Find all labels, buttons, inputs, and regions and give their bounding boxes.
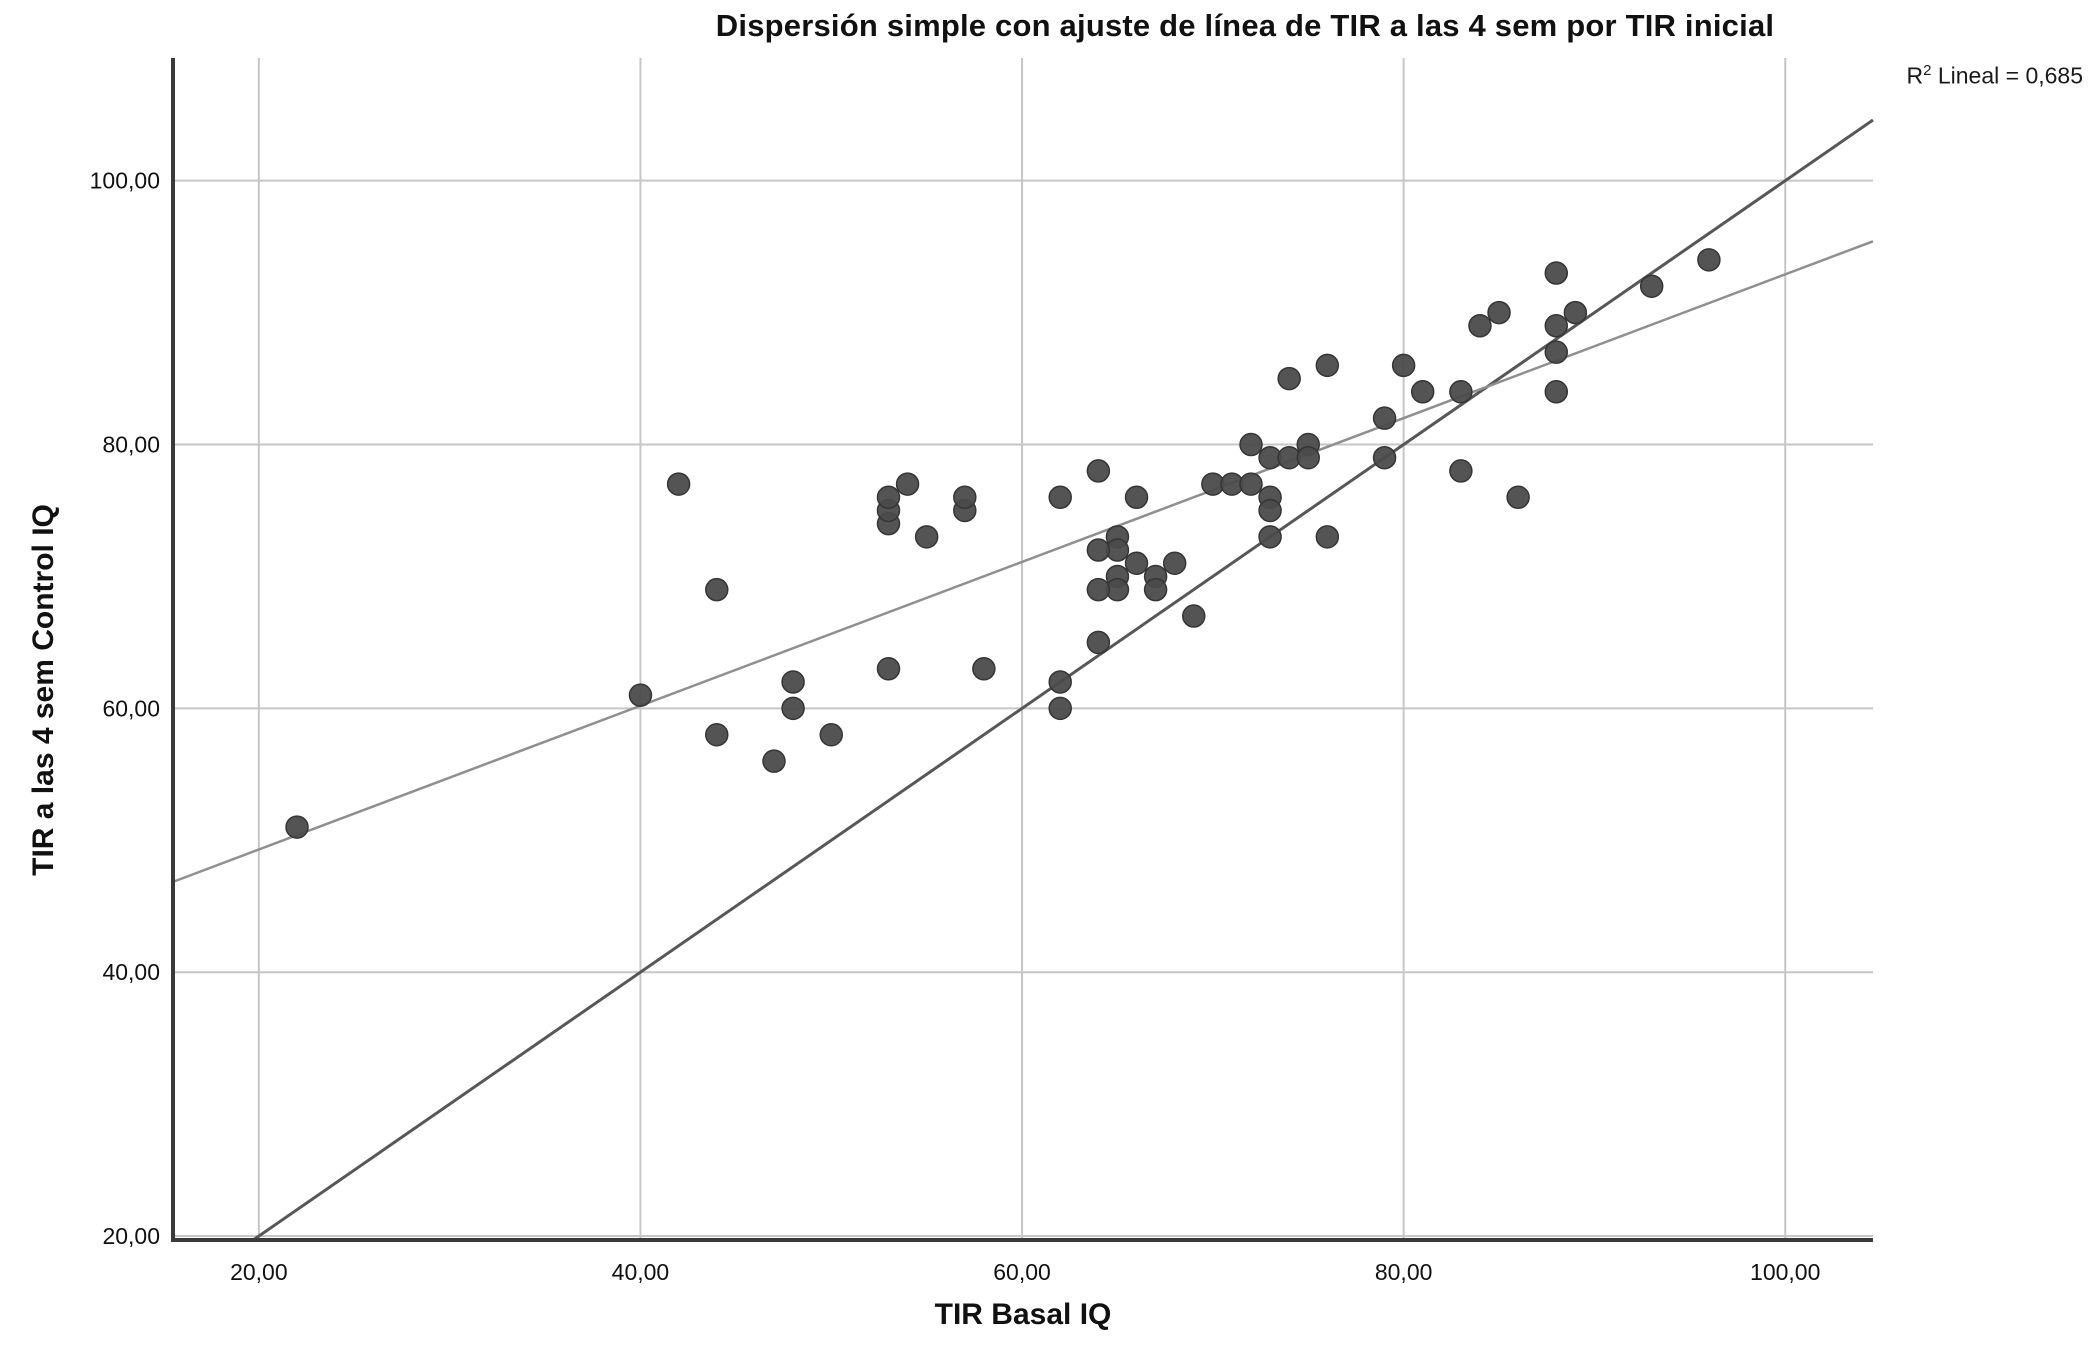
y-tick-label: 60,00 [102, 695, 160, 721]
r2-value-text: Lineal = 0,685 [1931, 62, 2083, 89]
data-point [1544, 380, 1569, 404]
data-point [1449, 380, 1473, 404]
x-axis-title: TIR Basal IQ [934, 1298, 1112, 1331]
data-point [1315, 353, 1340, 378]
data-point [1544, 340, 1569, 364]
data-point [1697, 248, 1721, 272]
data-point [953, 485, 977, 510]
data-point [1277, 366, 1301, 391]
data-point [1182, 604, 1206, 628]
data-point [1239, 472, 1263, 496]
data-point [1124, 485, 1149, 510]
data-point [895, 472, 920, 496]
data-point [876, 657, 901, 681]
data-point [1086, 577, 1111, 602]
data-point [628, 683, 653, 707]
r2-annotation: R2 Lineal = 0,685 [1906, 62, 2083, 90]
data-point [781, 670, 805, 694]
data-point [876, 485, 901, 510]
data-point [1258, 498, 1282, 523]
data-point [781, 696, 805, 721]
r2-base: R [1906, 62, 1924, 89]
data-point [1086, 630, 1111, 655]
x-tick-label: 80,00 [1375, 1259, 1433, 1285]
data-point [1086, 538, 1111, 562]
data-point [1544, 261, 1569, 285]
y-tick-label: 80,00 [102, 432, 160, 458]
data-point [1143, 577, 1168, 602]
data-point [1544, 314, 1569, 338]
data-point [1048, 696, 1072, 721]
data-point [972, 657, 996, 681]
r2-superscript: 2 [1923, 62, 1932, 79]
y-tick-label: 20,00 [102, 1223, 160, 1249]
data-point [1468, 314, 1492, 338]
data-point [1391, 353, 1416, 378]
data-point [1239, 432, 1263, 457]
data-point [1449, 459, 1473, 483]
data-point [1487, 300, 1511, 325]
data-point [705, 577, 729, 602]
data-point [1639, 274, 1664, 298]
data-point [914, 525, 939, 549]
y-axis-title: TIR a las 4 sem Control IQ [27, 504, 60, 876]
data-point [1372, 445, 1397, 470]
data-point [1410, 380, 1435, 404]
x-tick-label: 40,00 [612, 1259, 670, 1285]
y-tick-label: 40,00 [102, 959, 160, 985]
data-point [1086, 459, 1111, 483]
fit-line [172, 240, 1874, 884]
x-tick-label: 60,00 [993, 1259, 1051, 1285]
data-point [1506, 485, 1530, 510]
data-point [1048, 485, 1072, 510]
y-tick-label: 100,00 [90, 168, 160, 194]
data-point [705, 722, 729, 747]
data-point [1315, 525, 1340, 549]
data-point [1162, 551, 1187, 576]
data-point [285, 815, 309, 839]
data-point [1124, 551, 1149, 576]
x-tick-label: 20,00 [230, 1259, 288, 1285]
data-point [1563, 300, 1588, 325]
data-point [819, 722, 843, 747]
chart-title: Dispersión simple con ajuste de línea de… [715, 8, 1775, 43]
data-point [666, 472, 691, 496]
data-point [762, 749, 786, 773]
x-tick-label: 100,00 [1750, 1259, 1820, 1285]
data-point [1372, 406, 1397, 430]
data-point [1048, 670, 1072, 694]
data-point [1258, 525, 1282, 549]
data-point [1296, 445, 1320, 470]
